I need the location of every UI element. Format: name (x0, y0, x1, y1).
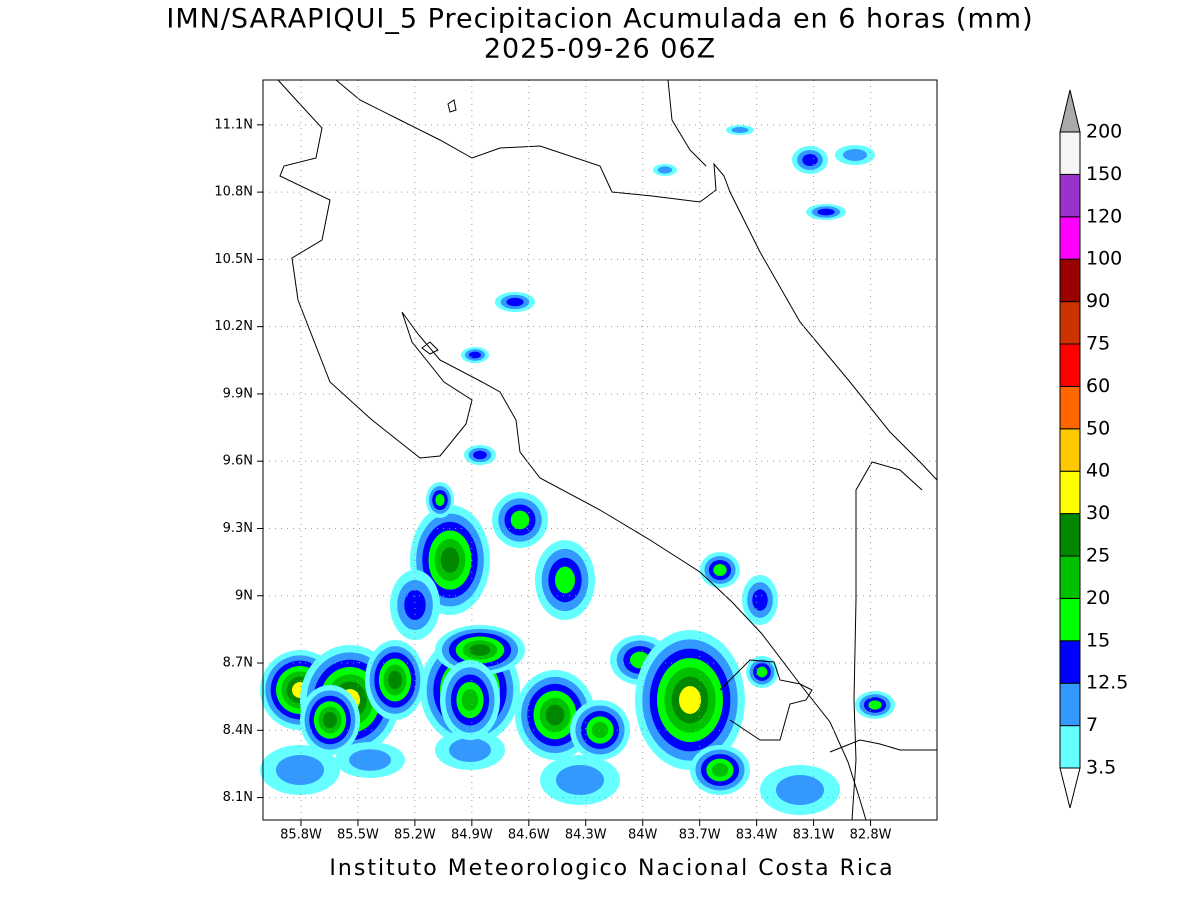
coastline (667, 79, 707, 167)
colorbar-label: 20 (1086, 587, 1110, 609)
colorbar-box (1059, 513, 1081, 557)
colorbar-label: 60 (1086, 375, 1110, 397)
rain-area (506, 297, 524, 307)
rain-area (461, 689, 479, 711)
coastline (851, 461, 923, 821)
colorbar-label: 75 (1086, 333, 1110, 355)
colorbar-box (1059, 343, 1081, 387)
rain-area (276, 755, 324, 785)
rain-area (657, 166, 673, 174)
lon-tick-label: 83.7W (679, 828, 721, 843)
rain-area (473, 450, 487, 460)
rain-area (868, 700, 882, 710)
lat-tick-label: 10.2N (214, 319, 253, 334)
colorbar-label: 40 (1086, 460, 1110, 482)
lat-tick-label: 9.6N (223, 454, 253, 469)
colorbar: 3.5 7 12.5 15 20 25 30 40 50 60 75 90 100 120 150 200 (1059, 89, 1128, 809)
rain-area (752, 589, 768, 611)
coastline (829, 739, 937, 753)
colorbar-label: 30 (1086, 502, 1110, 524)
colorbar-box (1059, 216, 1081, 260)
colorbar-box (1059, 682, 1081, 727)
lat-tick-label: 9.9N (223, 386, 253, 401)
map-axes: 11.1N 10.8N 10.5N 10.2N 9.9N 9.6N 9.3N 9N 8.7N 8.… (214, 80, 937, 843)
lat-tick-label: 11.1N (214, 117, 253, 132)
rain-area (679, 686, 701, 714)
rain-area (469, 351, 481, 359)
colorbar-label: 7 (1086, 714, 1098, 736)
colorbar-label: 200 (1086, 121, 1122, 143)
colorbar-label: 90 (1086, 290, 1110, 312)
rain-area (556, 765, 604, 795)
colorbar-box (1059, 640, 1081, 684)
colorbar-low (1059, 767, 1081, 809)
lat-tick-label: 8.1N (223, 790, 253, 805)
lon-tick-label: 82.8W (850, 828, 892, 843)
lon-tick-label: 83.4W (736, 828, 778, 843)
colorbar-box (1059, 173, 1081, 218)
rain-area (545, 704, 565, 726)
colorbar-label: 12.5 (1086, 672, 1128, 694)
title: IMN/SARAPIQUI_5 Precipitacion Acumulada … (166, 4, 1033, 35)
colorbar-label: 25 (1086, 545, 1110, 567)
colorbar-box (1059, 555, 1081, 599)
colorbar-label: 100 (1086, 248, 1122, 270)
rain-area (388, 670, 402, 690)
rain-area (802, 154, 818, 166)
lat-tick-label: 10.5N (214, 252, 253, 267)
colorbar-box (1059, 470, 1081, 515)
rain-area (713, 564, 727, 576)
colorbar-label: 3.5 (1086, 757, 1116, 779)
colorbar-label: 50 (1086, 417, 1110, 439)
colorbar-box (1059, 597, 1081, 642)
colorbar-box (1059, 385, 1081, 430)
footer: Instituto Meteorologico Nacional Costa R… (329, 856, 894, 881)
rain-area (349, 749, 391, 771)
lon-tick-label: 85.5W (337, 828, 379, 843)
rain-area (440, 547, 460, 573)
colorbar-label: 120 (1086, 205, 1122, 227)
rain-area (731, 127, 749, 133)
rain-area (776, 775, 824, 805)
colorbar-box (1059, 258, 1081, 303)
rain-area (843, 149, 867, 161)
lon-tick-label: 84W (628, 828, 658, 843)
lon-tick-label: 85.2W (394, 828, 436, 843)
rain-area (404, 590, 426, 620)
coastline (335, 79, 938, 481)
colorbar-high (1059, 89, 1081, 133)
rain-area (756, 666, 768, 678)
lon-tick-label: 83.1W (793, 828, 835, 843)
rain-area (435, 494, 445, 506)
rain-area (510, 510, 530, 530)
rain-area (711, 763, 729, 777)
rain-area (449, 738, 491, 762)
rain-area (817, 208, 835, 216)
lon-tick-label: 84.9W (451, 828, 493, 843)
colorbar-box (1059, 428, 1081, 472)
precipitation-field (260, 125, 895, 815)
lat-tick-label: 8.7N (223, 656, 253, 671)
rain-area (469, 644, 491, 656)
subtitle: 2025-09-26 06Z (484, 34, 716, 65)
lat-tick-label: 9.3N (223, 521, 253, 536)
lon-tick-label: 85.8W (280, 828, 322, 843)
island (447, 99, 457, 113)
rain-area (555, 566, 575, 594)
colorbar-label: 150 (1086, 163, 1122, 185)
lat-tick-label: 9N (235, 588, 253, 603)
map-frame (262, 79, 938, 821)
colorbar-box (1059, 725, 1081, 769)
lon-tick-label: 84.3W (565, 828, 607, 843)
colorbar-box (1059, 131, 1081, 175)
lat-tick-label: 10.8N (214, 185, 253, 200)
island (421, 341, 439, 355)
colorbar-box (1059, 301, 1081, 345)
lon-tick-label: 84.6W (508, 828, 550, 843)
lat-tick-label: 8.4N (223, 723, 253, 738)
coastline (719, 659, 813, 741)
colorbar-label: 15 (1086, 629, 1110, 651)
rain-area (323, 711, 337, 729)
